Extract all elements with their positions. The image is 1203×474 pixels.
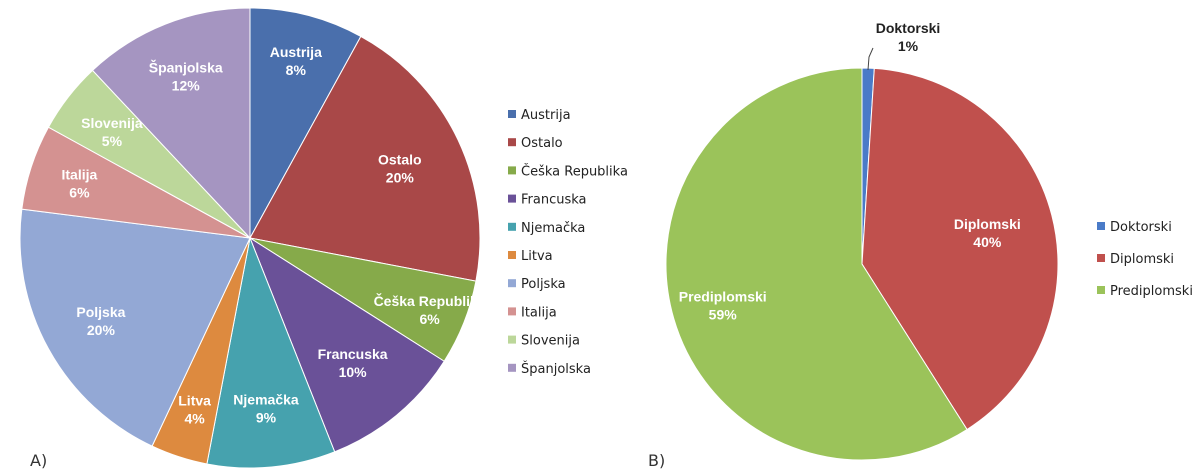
slice-austrija bbox=[249, 7, 362, 239]
slice-name: Italija bbox=[62, 167, 98, 183]
slice-percent: 20% bbox=[386, 170, 415, 186]
panel-label-a: A) bbox=[30, 451, 47, 470]
legend-label: Francuska bbox=[521, 193, 587, 208]
slice-percent: 12% bbox=[172, 78, 201, 94]
leader-line-doktorski bbox=[867, 47, 874, 71]
slice-percent: 1% bbox=[898, 38, 919, 54]
slice-name: Ostalo bbox=[378, 152, 422, 168]
legend-swatch bbox=[508, 251, 516, 259]
slice-name: Poljska bbox=[76, 304, 125, 320]
slice-percent: 6% bbox=[69, 185, 90, 201]
legend-item-francuska: Francuska bbox=[508, 193, 587, 208]
legend-item-diplomski: Diplomski bbox=[1097, 252, 1174, 267]
slice-diplomski bbox=[861, 67, 1059, 431]
panel-label-b: B) bbox=[648, 451, 665, 470]
legend-swatch bbox=[508, 138, 516, 147]
slice-name: Francuska bbox=[318, 346, 388, 362]
slice-label-litva: Litva 4% bbox=[178, 393, 211, 427]
legend-label: Ostalo bbox=[521, 136, 563, 151]
slice-poljska bbox=[19, 208, 251, 447]
legend-swatch bbox=[508, 279, 516, 288]
slice-spanjolska bbox=[91, 7, 251, 240]
legend-label: Slovenija bbox=[521, 334, 580, 349]
legend-swatch bbox=[508, 335, 516, 344]
slice-name: Doktorski bbox=[876, 20, 941, 36]
slice-name: Litva bbox=[178, 393, 211, 409]
legend-label: Njemačka bbox=[521, 221, 585, 236]
slice-percent: 10% bbox=[339, 364, 368, 380]
legend-label: Diplomski bbox=[1110, 252, 1174, 267]
legend-swatch bbox=[1097, 286, 1105, 294]
slice-name: Prediplomski bbox=[679, 289, 767, 305]
legend-item-spanjolska: Španjolska bbox=[508, 361, 591, 377]
slice-prediplomski bbox=[665, 67, 968, 461]
legend-label: Poljska bbox=[521, 277, 566, 292]
legend-label: Češka Republika bbox=[521, 163, 628, 179]
slice-njemacka bbox=[206, 236, 336, 469]
slice-label-prediplomski: Prediplomski 59% bbox=[679, 289, 767, 323]
slice-name: Njemačka bbox=[233, 391, 299, 407]
legend-item-litva: Litva bbox=[508, 249, 553, 264]
slice-ostalo bbox=[249, 35, 481, 282]
legend-swatch bbox=[508, 110, 516, 118]
slice-label-njemacka: Njemačka 9% bbox=[233, 391, 299, 425]
legend-label: Doktorski bbox=[1110, 220, 1172, 235]
slice-percent: 6% bbox=[419, 311, 440, 327]
slice-percent: 5% bbox=[102, 133, 123, 149]
slice-label-slovenija: Slovenija 5% bbox=[81, 115, 143, 149]
legend-swatch bbox=[508, 166, 516, 175]
slice-francuska bbox=[248, 236, 445, 453]
slice-percent: 20% bbox=[87, 322, 116, 338]
slice-label-poljska: Poljska 20% bbox=[76, 304, 125, 338]
slice-name: Diplomski bbox=[954, 216, 1021, 232]
slice-name: Češka Republika bbox=[374, 292, 486, 309]
slice-label-doktorski: Doktorski 1% bbox=[876, 20, 941, 54]
slice-label-francuska: Francuska 10% bbox=[318, 346, 388, 380]
legend-item-njemacka: Njemačka bbox=[508, 221, 585, 236]
legend-item-doktorski: Doktorski bbox=[1097, 220, 1172, 235]
slice-percent: 9% bbox=[256, 409, 277, 425]
legend-label: Italija bbox=[521, 305, 557, 320]
legend-item-ceska-republika: Češka Republika bbox=[508, 163, 628, 179]
legend-swatch bbox=[508, 194, 516, 203]
slice-percent: 59% bbox=[709, 307, 738, 323]
slice-label-austrija: Austrija 8% bbox=[270, 44, 322, 78]
slice-percent: 4% bbox=[184, 411, 205, 427]
legend-label: Španjolska bbox=[521, 361, 591, 377]
slice-label-diplomski: Diplomski 40% bbox=[954, 216, 1021, 250]
legend-item-italija: Italija bbox=[508, 305, 557, 320]
pie-chart-a: Austrija 8% Ostalo 20% Češka Republika 6% Fran… bbox=[19, 7, 486, 469]
legend-label: Litva bbox=[521, 249, 553, 264]
slice-percent: 40% bbox=[973, 234, 1002, 250]
legend-item-prediplomski: Prediplomski bbox=[1097, 284, 1193, 299]
legend-swatch bbox=[508, 222, 516, 231]
legend-swatch bbox=[508, 307, 516, 316]
slice-label-spanjolska: Španjolska 12% bbox=[149, 59, 223, 94]
legend-swatch bbox=[508, 363, 516, 372]
legend-item-slovenija: Slovenija bbox=[508, 334, 580, 349]
slice-label-ostalo: Ostalo 20% bbox=[378, 152, 422, 186]
slice-label-italija: Italija 6% bbox=[62, 167, 98, 201]
slice-percent: 8% bbox=[286, 62, 307, 78]
legend-b: Doktorski Diplomski Prediplomski bbox=[1097, 220, 1193, 299]
legend-swatch bbox=[1097, 222, 1105, 230]
slice-name: Španjolska bbox=[149, 59, 223, 76]
legend-label: Prediplomski bbox=[1110, 284, 1193, 299]
legend-item-ostalo: Ostalo bbox=[508, 136, 563, 151]
slice-name: Austrija bbox=[270, 44, 322, 60]
slice-label-ceska-republika: Češka Republika 6% bbox=[374, 292, 486, 327]
legend-label: Austrija bbox=[521, 108, 571, 123]
slice-name: Slovenija bbox=[81, 115, 143, 131]
legend-item-austrija: Austrija bbox=[508, 108, 571, 123]
pie-chart-b: Doktorski 1% Diplomski 40% Prediplomski 59% bbox=[665, 20, 1059, 461]
legend-swatch bbox=[1097, 254, 1105, 262]
legend-item-poljska: Poljska bbox=[508, 277, 566, 292]
legend-a: Austrija Ostalo Češka Republika Francuska Nj… bbox=[508, 108, 628, 377]
